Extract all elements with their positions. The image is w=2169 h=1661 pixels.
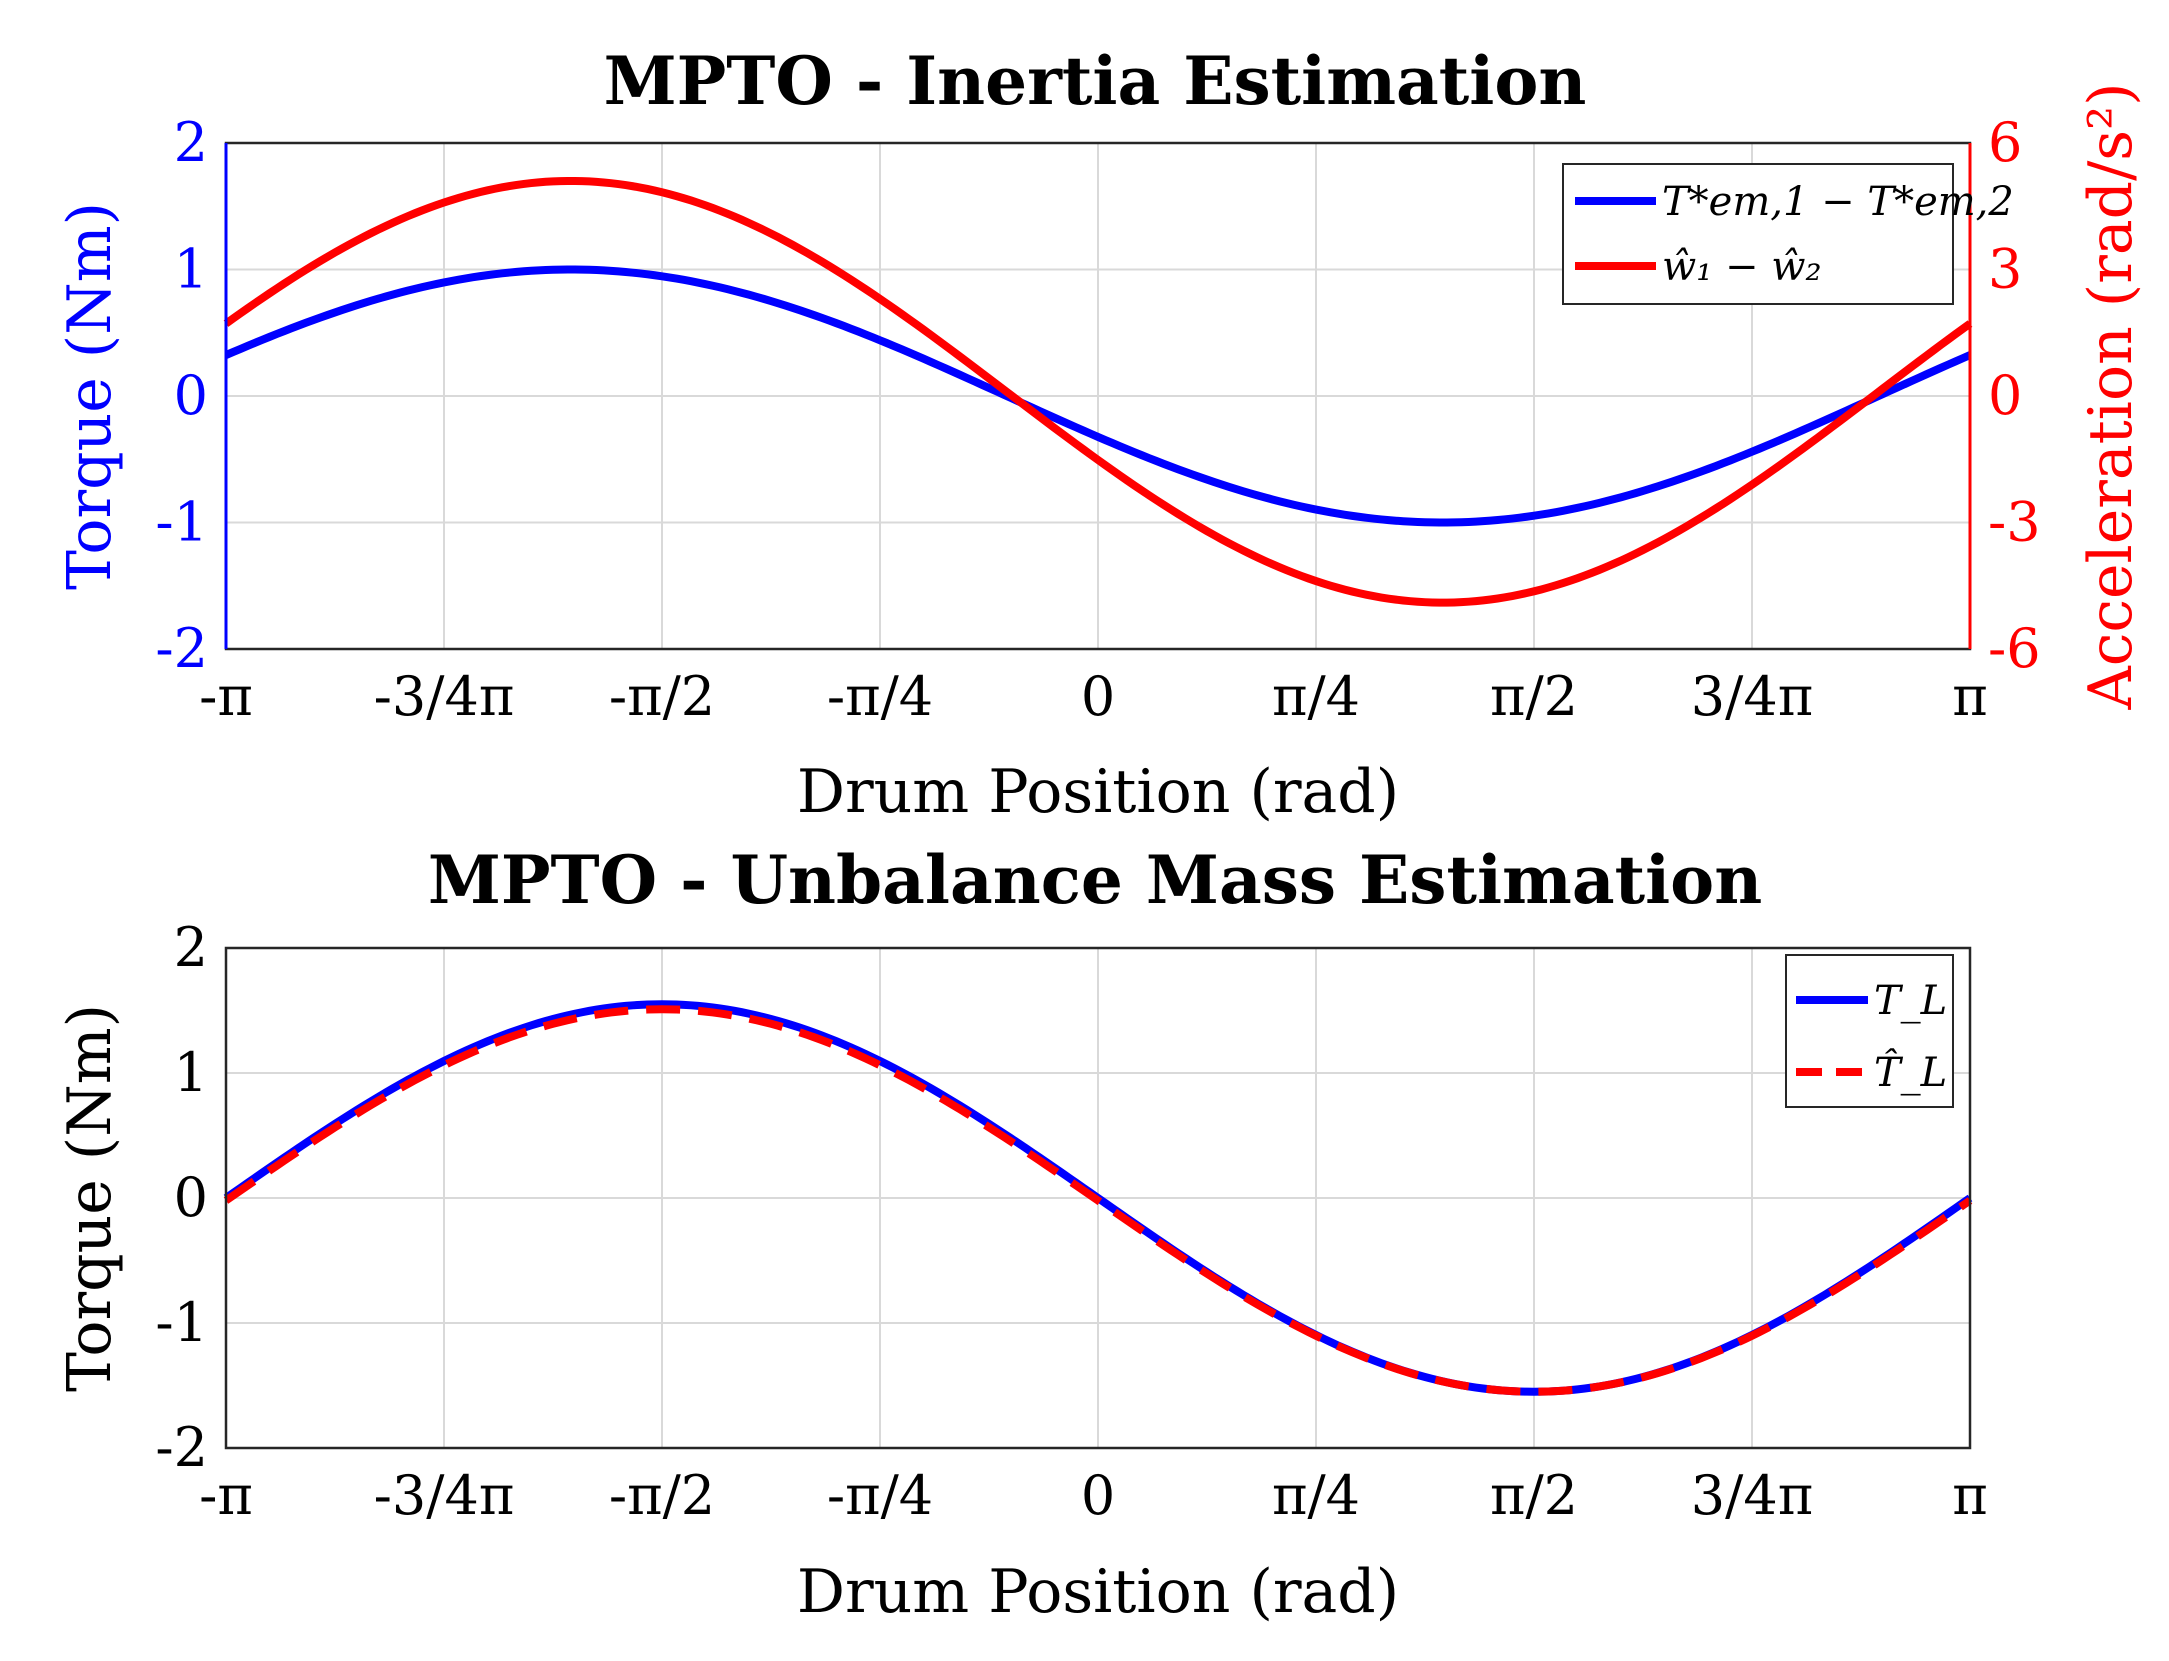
x-tick-labels: -π -3/4π -π/2 -π/4 0 π/4 π/2 3/4π π — [199, 665, 1988, 728]
x-axis-label: Drum Position (rad) — [797, 1557, 1399, 1627]
y-tick-label: 1 — [174, 238, 208, 301]
chart-inertia: MPTO - Inertia Estimation -π -3/4π -π/2 -π/… — [55, 42, 2146, 827]
y-tick-labels-left: 2 1 0 -1 -2 — [155, 111, 208, 680]
legend-label-tl-hat: T̂_L — [1874, 1050, 1947, 1096]
y-axis-label: Torque (Nm) — [55, 1004, 125, 1392]
y-tick-label: -1 — [155, 1291, 208, 1354]
x-tick-label: 0 — [1081, 1464, 1115, 1527]
x-tick-label: 0 — [1081, 665, 1115, 728]
y-tick-label: 0 — [174, 1166, 208, 1229]
legend-label-tl: T_L — [1874, 978, 1947, 1024]
x-tick-label: -3/4π — [374, 1464, 515, 1527]
x-tick-label: π/4 — [1272, 1464, 1360, 1527]
x-tick-labels: -π -3/4π -π/2 -π/4 0 π/4 π/2 3/4π π — [199, 1464, 1988, 1527]
y-axis-label-right: Acceleration (rad/s²) — [2076, 82, 2146, 710]
x-tick-label: π/4 — [1272, 665, 1360, 728]
x-tick-label: π/2 — [1490, 1464, 1578, 1527]
legend: T_L T̂_L — [1785, 954, 1954, 1108]
plot-lines — [223, 1000, 1973, 1396]
series-line-0 — [224, 265, 1972, 527]
x-tick-label: π/2 — [1490, 665, 1578, 728]
x-tick-label: 3/4π — [1691, 665, 1813, 728]
plot-frame — [224, 946, 1972, 1450]
x-tick-label: π — [1952, 1464, 1988, 1527]
x-tick-label: 3/4π — [1691, 1464, 1813, 1527]
y-tick-label-right: 3 — [1988, 238, 2022, 301]
x-tick-label: -3/4π — [374, 665, 515, 728]
y-tick-label: 2 — [174, 111, 208, 174]
y-tick-label: 2 — [174, 916, 208, 979]
plot-lines — [223, 176, 1973, 607]
y-tick-label-right: 0 — [1988, 364, 2022, 427]
chart-title: MPTO - Unbalance Mass Estimation — [428, 841, 1762, 919]
legend-label-torque-diff: T*em,1 − T*em,2 — [1662, 179, 2014, 225]
x-axis-label: Drum Position (rad) — [797, 757, 1399, 827]
series-line-1 — [223, 1005, 1973, 1396]
series-line-1 — [223, 176, 1973, 607]
y-tick-label: -1 — [155, 491, 208, 554]
x-tick-label: -π — [199, 665, 253, 728]
legend-label-omega-diff: ŵ₁ − ŵ₂ — [1662, 244, 1822, 290]
y-tick-label: -2 — [155, 617, 208, 680]
x-tick-label: -π — [199, 1464, 253, 1527]
chart-title: MPTO - Inertia Estimation — [604, 42, 1587, 120]
y-tick-label: 1 — [174, 1041, 208, 1104]
y-tick-labels: 2 1 0 -1 -2 — [155, 916, 208, 1479]
x-tick-label: π — [1952, 665, 1988, 728]
x-tick-label: -π/4 — [827, 665, 933, 728]
chart-unbalance: MPTO - Unbalance Mass Estimation -π -3/4π… — [55, 841, 1988, 1627]
y-tick-label-right: 6 — [1988, 111, 2022, 174]
x-tick-label: -π/2 — [609, 665, 715, 728]
y-tick-label: 0 — [174, 364, 208, 427]
y-tick-labels-right: 6 3 0 -3 -6 — [1988, 111, 2041, 680]
legend: T*em,1 − T*em,2 ŵ₁ − ŵ₂ — [1562, 163, 2014, 305]
y-tick-label: -2 — [155, 1416, 208, 1479]
y-tick-label-right: -3 — [1988, 491, 2041, 554]
y-tick-label-right: -6 — [1988, 617, 2041, 680]
x-tick-label: -π/2 — [609, 1464, 715, 1527]
y-axis-label-left: Torque (Nm) — [55, 202, 125, 590]
x-tick-label: -π/4 — [827, 1464, 933, 1527]
